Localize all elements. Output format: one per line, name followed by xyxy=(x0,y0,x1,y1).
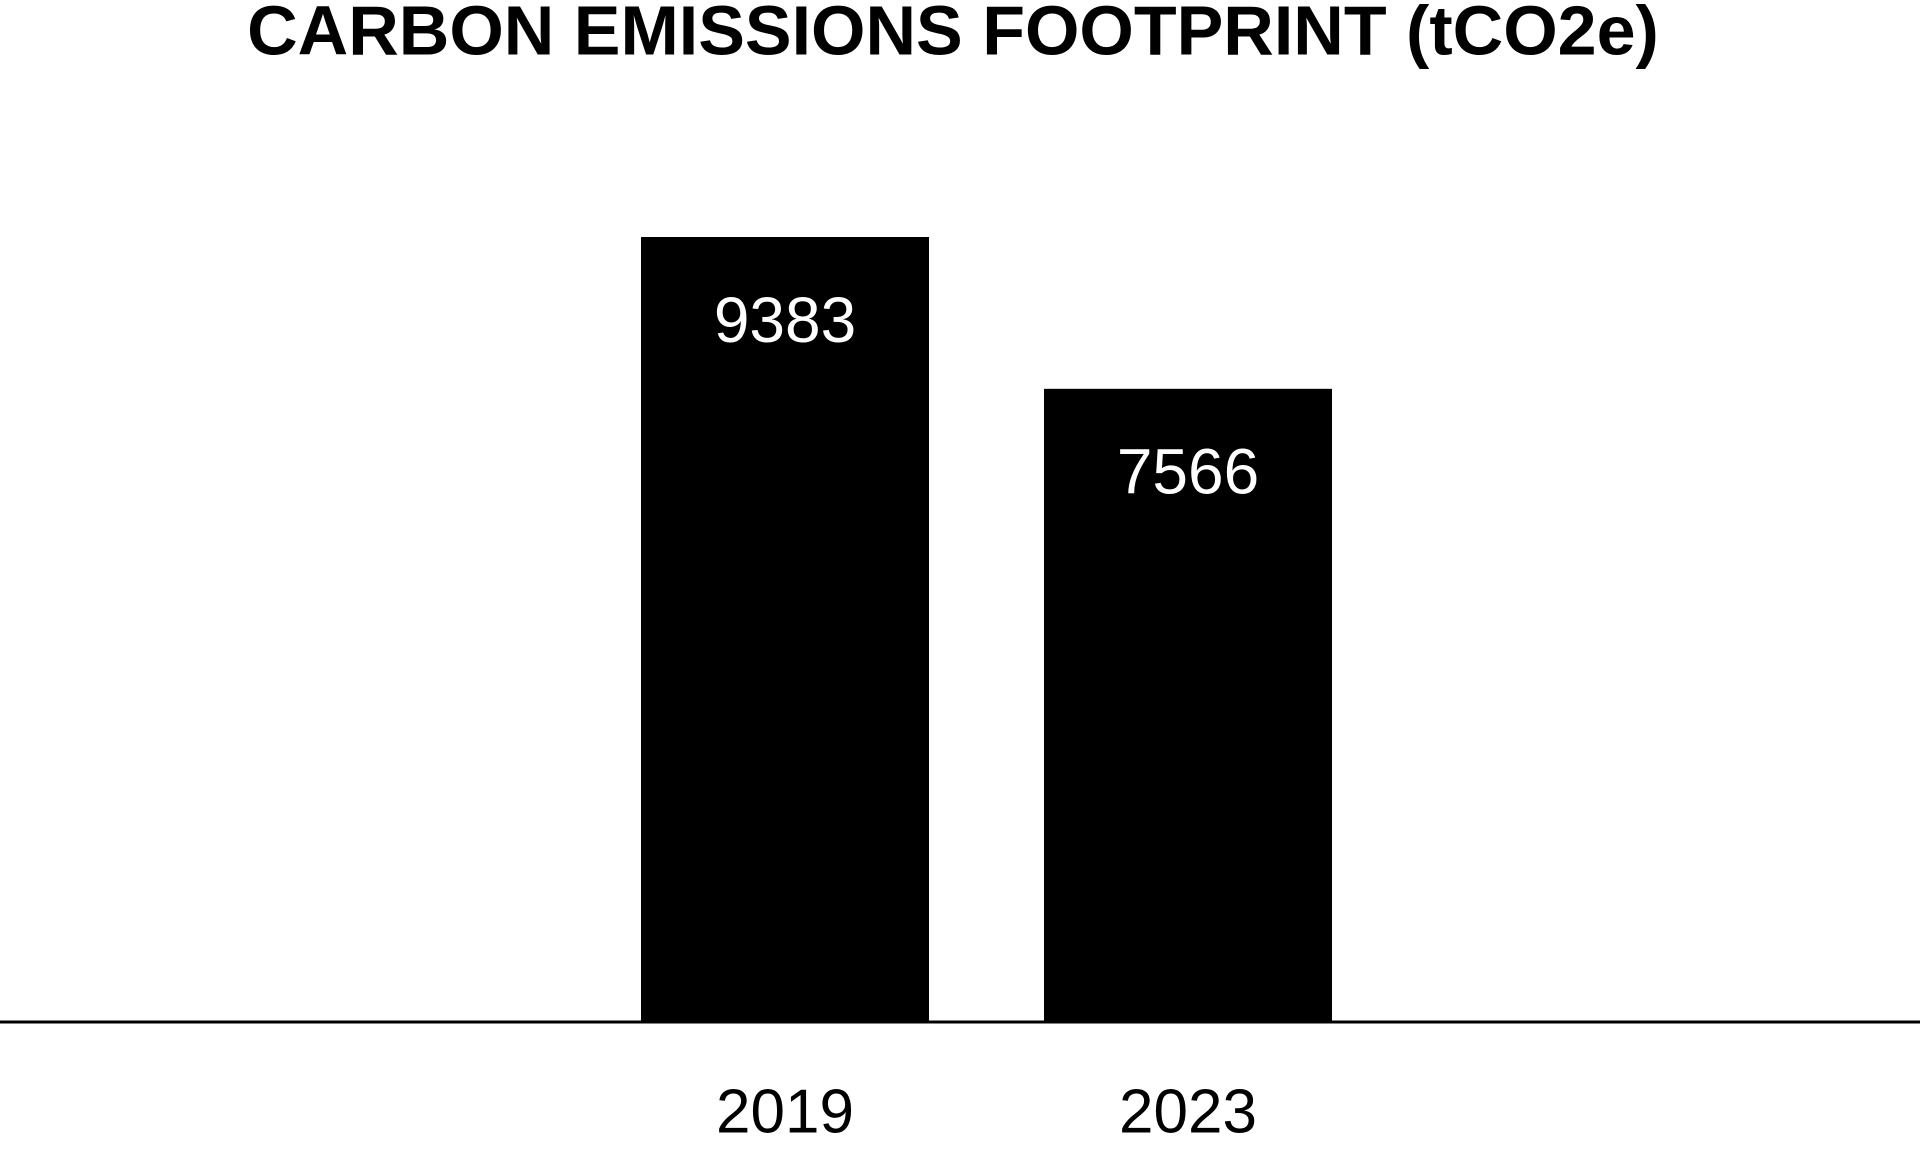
chart-title: CARBON EMISSIONS FOOTPRINT (tCO2e) xyxy=(247,0,1659,69)
value-label: 7566 xyxy=(1117,436,1259,508)
x-tick-label: 2019 xyxy=(716,1077,854,1146)
bar xyxy=(641,237,929,1021)
bar xyxy=(1044,388,1332,1022)
value-label: 9383 xyxy=(714,284,856,356)
x-tick-label: 2023 xyxy=(1119,1077,1257,1146)
